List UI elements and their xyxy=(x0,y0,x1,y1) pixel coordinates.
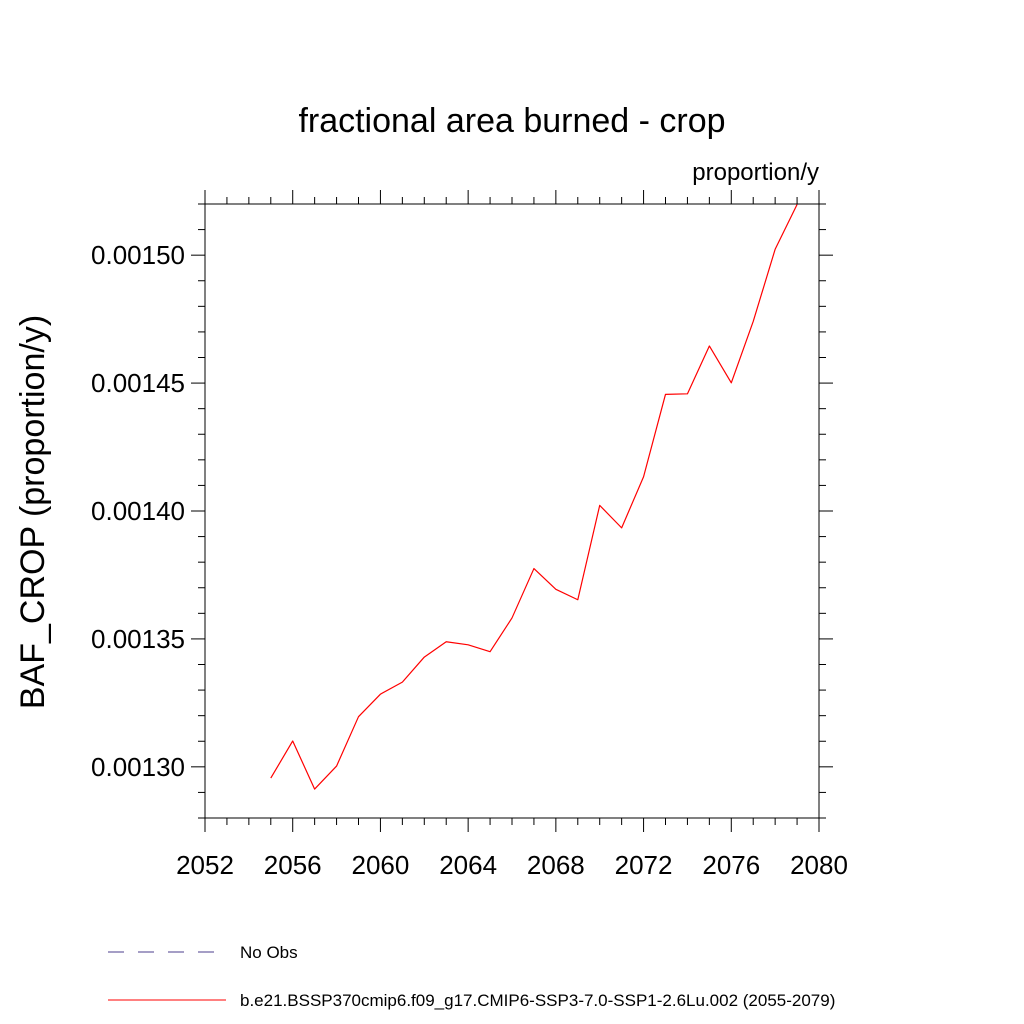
legend-label: b.e21.BSSP370cmip6.f09_g17.CMIP6-SSP3-7.… xyxy=(240,991,835,1010)
y-tick-label: 0.00150 xyxy=(91,240,185,270)
plot-frame xyxy=(204,203,820,819)
x-tick-label: 2072 xyxy=(615,850,673,880)
y-tick-labels: 0.00130 0.00135 0.00140 0.00145 0.00150 xyxy=(91,240,185,782)
x-tick-labels: 2052 2056 2060 2064 2068 2072 2076 2080 xyxy=(176,850,848,880)
x-tick-label: 2076 xyxy=(702,850,760,880)
legend: No Obs b.e21.BSSP370cmip6.f09_g17.CMIP6-S… xyxy=(108,943,835,1010)
y-tick-label: 0.00140 xyxy=(91,496,185,526)
x-tick-label: 2056 xyxy=(264,850,322,880)
x-tick-label: 2064 xyxy=(439,850,497,880)
y-tick-label: 0.00130 xyxy=(91,752,185,782)
units-label: proportion/y xyxy=(692,159,819,186)
series-line xyxy=(270,204,798,790)
chart-title: fractional area burned - crop xyxy=(298,102,725,140)
x-tick-label: 2080 xyxy=(790,850,848,880)
x-tick-label: 2068 xyxy=(527,850,585,880)
x-tick-label: 2052 xyxy=(176,850,234,880)
x-tick-label: 2060 xyxy=(352,850,410,880)
series-layer xyxy=(270,204,798,790)
y-tick-label: 0.00135 xyxy=(91,624,185,654)
legend-label: No Obs xyxy=(240,943,298,962)
y-axis-label: BAF_CROP (proportion/y) xyxy=(14,315,52,709)
y-tick-label: 0.00145 xyxy=(91,368,185,398)
axis-ticks xyxy=(191,190,833,832)
